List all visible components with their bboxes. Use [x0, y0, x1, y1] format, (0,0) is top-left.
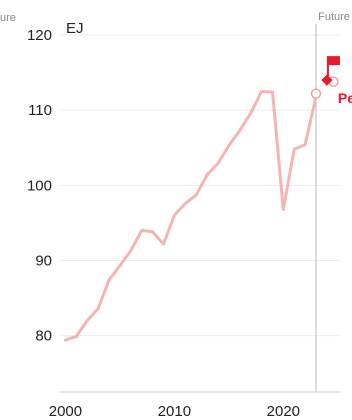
data-point-2007: [140, 229, 144, 232]
y-tick-labels: 80 90 100 110 120: [27, 27, 52, 345]
y-tick-label-100: 100: [27, 177, 52, 194]
data-point-2015: [227, 144, 231, 147]
data-point-2006: [129, 249, 133, 253]
open-marker-0: [310, 88, 322, 99]
data-point-2014: [216, 162, 220, 165]
flag-banner: [327, 56, 340, 66]
x-tick-label-2020: 2020: [267, 403, 300, 420]
x-tick-labels: 2000 2010 2020: [49, 403, 300, 420]
projection-markers: [310, 56, 340, 99]
data-point-2020: [281, 207, 285, 211]
future-label: Future: [318, 11, 350, 23]
y-tick-label-90: 90: [35, 252, 52, 269]
data-point-2012: [194, 193, 198, 197]
data-point-2010: [172, 213, 176, 217]
y-tick-label-110: 110: [28, 102, 52, 119]
data-point-2001: [74, 334, 78, 338]
y-tick-label-120: 120: [27, 27, 52, 44]
x-tick-label-2000: 2000: [49, 403, 82, 420]
y-unit-label: EJ: [66, 20, 84, 37]
data-point-2000: [64, 338, 67, 342]
y-tick-label-80: 80: [35, 328, 52, 345]
data-point-2009: [162, 242, 165, 246]
data-point-2008: [151, 230, 155, 234]
data-point-2002: [85, 319, 89, 323]
data-points: [64, 89, 318, 342]
data-point-2013: [205, 173, 209, 177]
data-point-2017: [249, 111, 253, 115]
flag-icon: [326, 56, 340, 77]
data-point-2021: [292, 147, 296, 151]
left-edge-fragment-label: ure: [0, 12, 16, 24]
data-point-2016: [238, 129, 242, 132]
data-point-2005: [118, 264, 122, 268]
series-line: [63, 89, 318, 342]
data-point-2019: [271, 90, 274, 94]
data-point-2011: [183, 201, 187, 205]
data-point-2004: [107, 278, 111, 282]
data-point-2022: [303, 143, 307, 147]
peak-label: Pea: [338, 90, 352, 106]
x-tick-label-2010: 2010: [158, 403, 191, 420]
data-point-2018: [260, 89, 263, 93]
data-point-2003: [96, 307, 100, 310]
